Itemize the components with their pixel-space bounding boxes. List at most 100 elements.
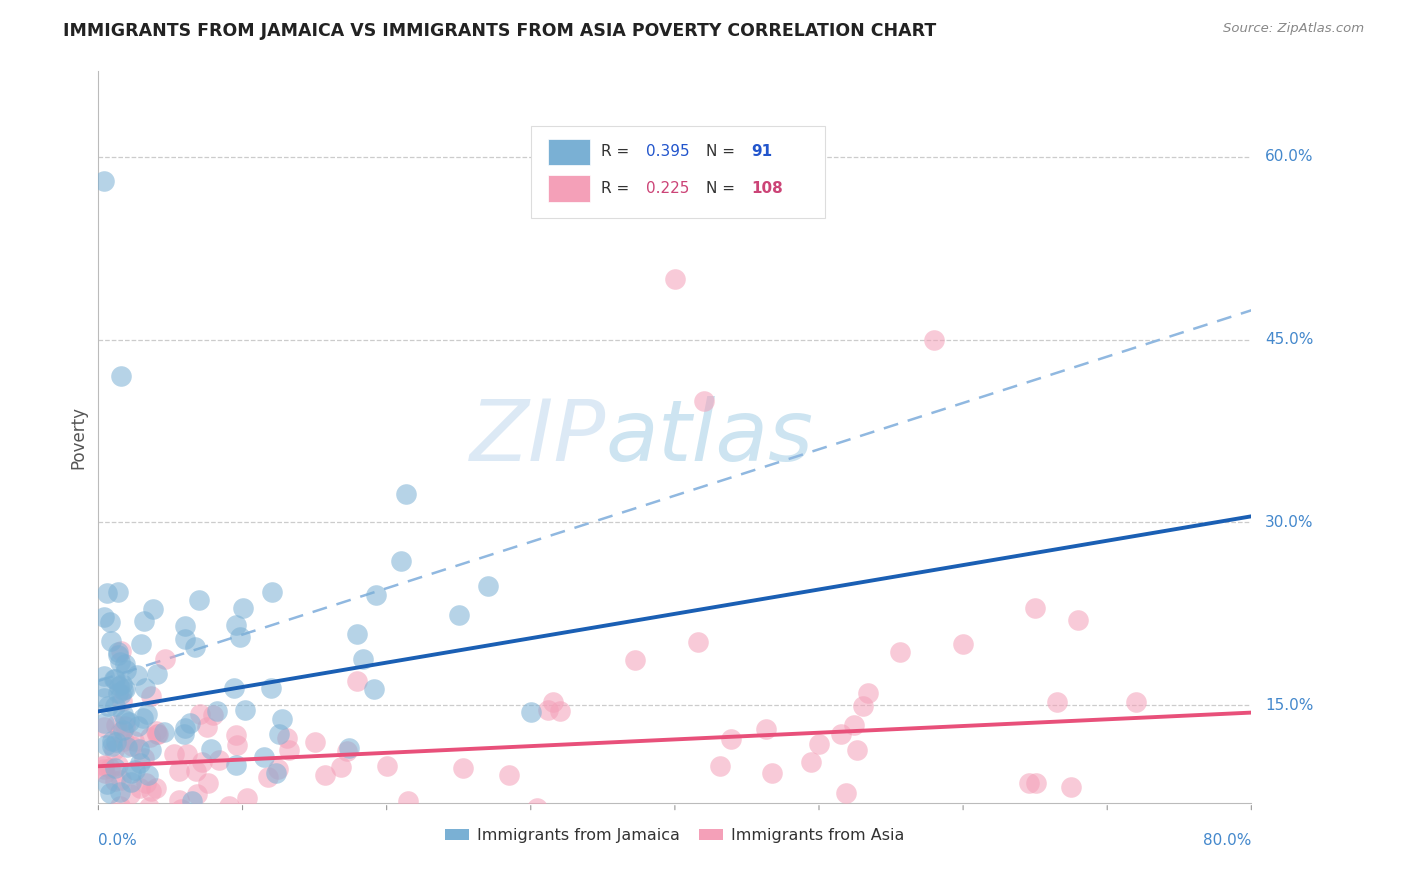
Point — [114, 681, 136, 696]
Point — [108, 799, 131, 814]
Point — [447, 608, 470, 623]
Point — [924, 333, 946, 347]
Point — [337, 741, 360, 756]
Point — [94, 765, 117, 780]
Point — [139, 689, 162, 703]
Text: 0.395: 0.395 — [647, 145, 690, 160]
Point — [139, 730, 162, 744]
Point — [389, 554, 412, 568]
Point — [93, 759, 115, 773]
Bar — [548, 138, 589, 165]
Point — [693, 393, 716, 408]
Point — [174, 721, 197, 735]
Point — [396, 794, 419, 808]
Point — [548, 704, 571, 718]
Point — [304, 735, 326, 749]
Text: ZIP: ZIP — [470, 395, 606, 479]
Text: 15.0%: 15.0% — [1265, 698, 1313, 713]
Point — [233, 702, 256, 716]
Point — [173, 619, 195, 633]
Point — [664, 271, 686, 285]
Point — [110, 773, 132, 788]
Point — [195, 808, 218, 822]
Point — [755, 723, 778, 737]
Point — [112, 733, 135, 747]
Point — [236, 790, 259, 805]
Point — [205, 704, 228, 718]
Point — [111, 683, 134, 698]
Point — [93, 757, 115, 772]
Point — [218, 820, 240, 834]
Point — [498, 768, 520, 782]
Point — [104, 699, 127, 714]
Point — [114, 719, 136, 733]
Text: 91: 91 — [751, 145, 772, 160]
Point — [125, 668, 148, 682]
Point — [107, 757, 129, 772]
Point — [761, 765, 783, 780]
Point — [131, 637, 153, 651]
Point — [127, 719, 149, 733]
Point — [100, 761, 122, 775]
Point — [835, 786, 858, 800]
Point — [134, 681, 156, 695]
Point — [526, 800, 548, 814]
Point — [107, 584, 129, 599]
Point — [418, 812, 440, 826]
Point — [118, 715, 141, 730]
Point — [202, 707, 225, 722]
Point — [200, 742, 222, 756]
Point — [709, 758, 731, 772]
Point — [94, 820, 117, 834]
Point — [93, 174, 115, 188]
Point — [112, 723, 135, 737]
Point — [93, 816, 115, 830]
Point — [115, 740, 138, 755]
Point — [858, 685, 880, 699]
Text: 0.0%: 0.0% — [98, 833, 138, 848]
Point — [186, 764, 208, 778]
Point — [107, 686, 129, 700]
Point — [93, 669, 115, 683]
Point — [314, 768, 336, 782]
Point — [830, 727, 852, 741]
Text: Source: ZipAtlas.com: Source: ZipAtlas.com — [1223, 22, 1364, 36]
Point — [132, 751, 155, 765]
Point — [215, 814, 238, 828]
Point — [225, 758, 247, 772]
Point — [174, 632, 197, 646]
Point — [96, 586, 118, 600]
Point — [101, 734, 124, 748]
Point — [100, 739, 122, 754]
Point — [96, 777, 118, 791]
Point — [1125, 694, 1147, 708]
Point — [352, 651, 374, 665]
Point — [93, 808, 115, 822]
Point — [153, 724, 176, 739]
Point — [104, 735, 127, 749]
Point — [142, 601, 165, 615]
Point — [889, 645, 911, 659]
Point — [128, 742, 150, 756]
Point — [267, 727, 290, 741]
Point — [245, 820, 267, 834]
Bar — [548, 175, 589, 202]
Point — [271, 712, 294, 726]
Point — [1024, 600, 1046, 615]
Point — [167, 764, 190, 778]
Point — [1018, 775, 1040, 789]
Point — [134, 820, 156, 834]
Text: 30.0%: 30.0% — [1265, 515, 1313, 530]
Point — [208, 753, 231, 767]
Text: 45.0%: 45.0% — [1265, 332, 1313, 347]
Point — [146, 666, 169, 681]
Point — [138, 800, 160, 814]
Point — [188, 706, 211, 721]
Text: 80.0%: 80.0% — [1204, 833, 1251, 848]
Point — [330, 759, 353, 773]
Point — [145, 780, 167, 795]
Point — [842, 718, 865, 732]
Point — [952, 637, 974, 651]
Point — [107, 645, 129, 659]
Point — [231, 601, 254, 615]
